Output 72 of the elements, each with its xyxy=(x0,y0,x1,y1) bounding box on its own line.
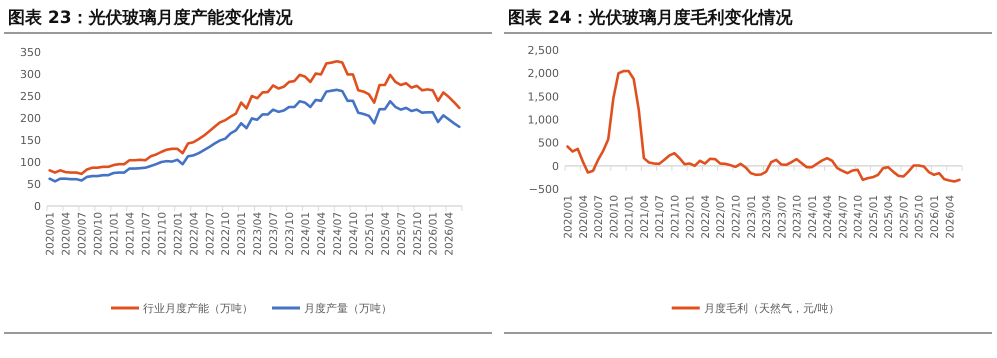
xtick: 2022/01 xyxy=(172,212,184,256)
xtick: 2024/10 xyxy=(852,195,865,239)
xtick: 2021/04 xyxy=(124,212,136,256)
xtick: 2024/10 xyxy=(348,212,360,256)
title: 图表 24：光伏玻璃月度毛利变化情况 xyxy=(508,8,793,28)
ytick: 1,500 xyxy=(528,90,559,104)
xtick: 2022/04 xyxy=(188,212,200,256)
xtick: 2025/07 xyxy=(396,212,408,256)
xtick: 2026/01 xyxy=(929,195,941,239)
ytick: 2,000 xyxy=(528,67,559,80)
xtick: 2021/10 xyxy=(669,195,682,239)
xtick: 2020/07 xyxy=(76,212,89,256)
xtick: 2021/07 xyxy=(654,195,666,239)
xtick: 2026/01 xyxy=(428,212,440,256)
xtick: 2020/01 xyxy=(44,212,57,256)
legend-label: 行业月度产能（万吨） xyxy=(143,302,253,315)
xtick: 2024/01 xyxy=(300,212,312,256)
xtick: 2021/01 xyxy=(108,212,120,256)
xtick: 2023/04 xyxy=(252,212,264,256)
xtick: 2026/04 xyxy=(944,195,956,239)
legend-label: 月度产量（万吨） xyxy=(304,302,392,315)
xtick: 2021/01 xyxy=(624,195,636,239)
xtick: 2023/01 xyxy=(236,212,248,256)
ytick: 1,000 xyxy=(528,114,559,126)
xtick: 2022/07 xyxy=(715,195,728,239)
xtick: 2023/07 xyxy=(776,195,788,239)
ytick: 250 xyxy=(20,90,41,103)
xtick: 2022/04 xyxy=(700,195,712,239)
xtick: 2024/07 xyxy=(837,195,850,239)
xtick: 2021/07 xyxy=(140,212,152,256)
xtick: 2024/04 xyxy=(316,212,328,256)
xtick: 2025/01 xyxy=(364,212,376,256)
xtick: 2022/10 xyxy=(220,212,232,256)
xtick: 2026/04 xyxy=(444,212,456,256)
xtick: 2024/01 xyxy=(806,195,819,239)
ytick: 300 xyxy=(20,68,41,81)
ytick: 150 xyxy=(20,134,41,147)
xtick: 2020/04 xyxy=(578,195,590,239)
xtick: 2020/07 xyxy=(593,195,606,239)
ytick: −500 xyxy=(528,183,559,196)
ytick: 2,500 xyxy=(528,44,559,57)
legend-label: 月度毛利（天然气，元/吨） xyxy=(704,302,840,315)
xtick: 2025/04 xyxy=(380,212,392,256)
xtick: 2025/04 xyxy=(883,195,896,239)
xtick: 2025/07 xyxy=(898,195,910,239)
xtick: 2023/10 xyxy=(792,195,804,239)
xtick: 2020/04 xyxy=(60,212,73,256)
xtick: 2020/10 xyxy=(608,195,620,239)
xtick: 2023/01 xyxy=(746,195,758,239)
xtick: 2024/04 xyxy=(822,195,834,239)
ytick: 0 xyxy=(34,200,41,213)
ytick: 200 xyxy=(20,112,41,125)
xtick: 2020/01 xyxy=(562,195,575,239)
xtick: 2025/01 xyxy=(868,195,880,239)
xtick: 2021/10 xyxy=(156,212,168,256)
xtick: 2023/07 xyxy=(268,212,280,256)
ytick: 50 xyxy=(27,178,41,191)
xtick: 2025/10 xyxy=(914,195,926,239)
xtick: 2021/04 xyxy=(638,195,651,239)
xtick: 2024/07 xyxy=(332,212,344,256)
ytick: 500 xyxy=(538,136,559,150)
ytick: 100 xyxy=(20,156,41,169)
ytick: 350 xyxy=(20,46,41,59)
xtick: 2020/10 xyxy=(92,212,105,256)
xtick: 2023/10 xyxy=(284,212,296,256)
xtick: 2022/07 xyxy=(204,212,216,256)
title: 图表 23：光伏玻璃月度产能变化情况 xyxy=(8,8,293,28)
xtick: 2025/10 xyxy=(412,212,424,256)
xtick: 2023/04 xyxy=(761,195,774,239)
ytick: 0 xyxy=(552,160,559,173)
xtick: 2022/10 xyxy=(730,195,742,239)
xtick: 2022/01 xyxy=(684,195,697,239)
